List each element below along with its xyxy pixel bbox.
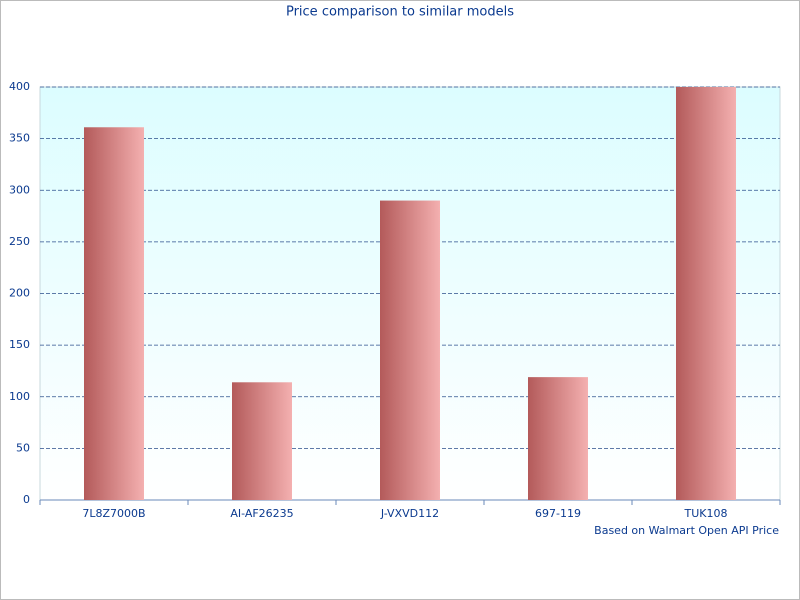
bar xyxy=(84,127,144,500)
x-tick-label: TUK108 xyxy=(684,507,728,520)
y-tick-label: 0 xyxy=(23,493,30,506)
x-tick-label: J-VXVD112 xyxy=(380,507,439,520)
footnote: Based on Walmart Open API Price xyxy=(594,524,779,537)
x-tick-label: 697-119 xyxy=(535,507,581,520)
bar xyxy=(232,382,292,500)
x-tick-label: AI-AF26235 xyxy=(230,507,293,520)
y-tick-label: 400 xyxy=(9,80,30,93)
y-tick-label: 50 xyxy=(16,441,30,454)
chart-title: Price comparison to similar models xyxy=(286,5,514,20)
y-tick-label: 200 xyxy=(9,287,30,300)
bar xyxy=(676,87,736,500)
bar xyxy=(528,377,588,500)
bar xyxy=(380,200,440,500)
y-tick-label: 150 xyxy=(9,338,30,351)
y-tick-label: 350 xyxy=(9,132,30,145)
y-tick-label: 250 xyxy=(9,235,30,248)
y-tick-label: 300 xyxy=(9,183,30,196)
y-tick-label: 100 xyxy=(9,390,30,403)
x-tick-label: 7L8Z7000B xyxy=(82,507,145,520)
